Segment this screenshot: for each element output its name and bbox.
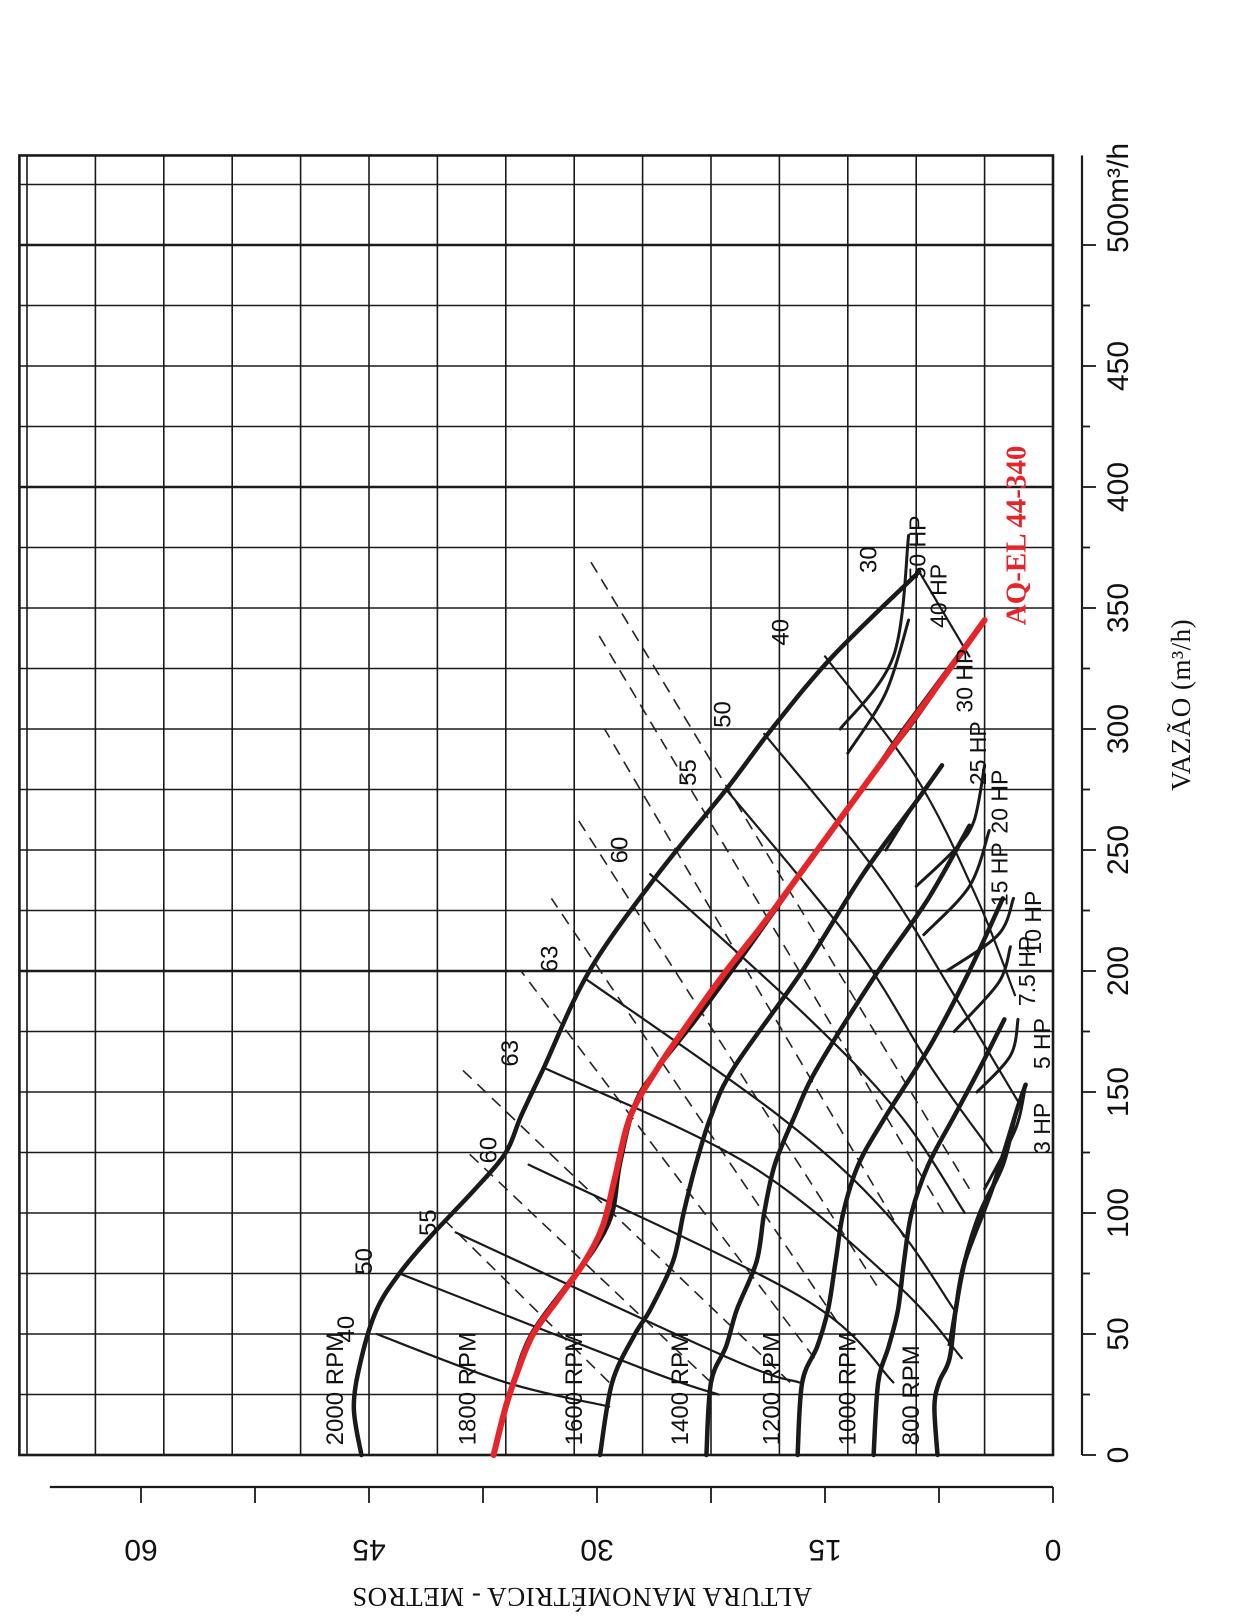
efficiency-label: 30 [856, 546, 883, 573]
best-efficiency-dashed-line [596, 631, 945, 1214]
head-axis-title: ALTURA MANOMÉTRICA - METROS [352, 1582, 812, 1612]
power-curve [952, 945, 1012, 1033]
flow-axis-title: VAZÃO (m³/h) [1166, 619, 1196, 791]
power-curve [838, 533, 911, 731]
rpm-label: 800 RPM [898, 1345, 925, 1445]
power-curve [945, 896, 1015, 973]
flow-tick-label: 350 [1102, 583, 1135, 633]
flow-tick-label: 400 [1102, 462, 1135, 512]
power-label: 50 HP [904, 516, 930, 580]
head-tick-label: 60 [124, 1533, 157, 1566]
efficiency-curve [649, 873, 966, 1215]
power-curve [975, 1017, 1020, 1094]
power-curve [983, 1083, 1028, 1191]
model-curve [490, 617, 988, 1458]
flow-tick-label: 150 [1102, 1067, 1135, 1117]
efficiency-label: 40 [333, 1316, 360, 1343]
efficiency-label: 63 [497, 1040, 524, 1067]
rpm-curve [871, 1017, 1007, 1458]
efficiency-label: 50 [351, 1248, 378, 1275]
rpm-label: 1400 RPM [667, 1332, 694, 1445]
flow-tick-label: 200 [1102, 946, 1135, 996]
rpm-curve [597, 763, 945, 1458]
power-curve [846, 618, 911, 755]
rpm-label: 1200 RPM [758, 1332, 785, 1445]
flow-tick-label: 300 [1102, 704, 1135, 754]
efficiency-curve [583, 977, 956, 1311]
rpm-label: 1800 RPM [454, 1332, 481, 1445]
flow-tick-label: 50 [1102, 1317, 1135, 1350]
rpm-curve [704, 823, 972, 1458]
efficiency-curve [527, 1163, 895, 1384]
rpm-label: 1600 RPM [561, 1332, 588, 1445]
efficiency-curve [918, 570, 971, 658]
flow-tick-label: 100 [1102, 1188, 1135, 1238]
axes: 050100150200250300350400450500m³/hVAZÃO … [49, 143, 1196, 1612]
power-label: 30 HP [951, 649, 977, 713]
model-curve-group [490, 617, 988, 1458]
efficiency-curve [542, 1066, 963, 1360]
rpm-curve [491, 617, 987, 1458]
efficiency-label: 63 [536, 946, 563, 973]
power-label: 40 HP [926, 564, 952, 628]
power-label: 3 HP [1029, 1103, 1055, 1154]
flow-tick-label: 450 [1102, 341, 1135, 391]
efficiency-curve [398, 1272, 720, 1396]
power-label: 20 HP [986, 770, 1012, 834]
best-efficiency-dashed-line [573, 813, 878, 1287]
chart-grid [18, 154, 1055, 1457]
power-label: 10 HP [1020, 891, 1046, 955]
best-efficiency-dashed-line [550, 897, 838, 1323]
rpm-curve [795, 896, 1006, 1458]
head-tick-label: 0 [1045, 1533, 1062, 1566]
efficiency-label: 55 [415, 1209, 442, 1236]
power-label: 25 HP [965, 721, 991, 785]
efficiency-curve [725, 788, 994, 1154]
best-efficiency-dashed-line [467, 1151, 712, 1383]
flow-axis-unit-label: 500m³/h [1102, 143, 1135, 253]
power-curves [838, 533, 1028, 1347]
efficiency-curves [375, 570, 1021, 1408]
efficiency-label: 55 [675, 759, 702, 786]
efficiency-curve [375, 1332, 611, 1408]
rpm-label: 1000 RPM [834, 1332, 861, 1445]
flow-tick-label: 250 [1102, 825, 1135, 875]
best-efficiency-dashed-line [459, 1067, 791, 1383]
head-tick-label: 45 [352, 1533, 385, 1566]
head-tick-label: 30 [580, 1533, 613, 1566]
rpm-label: 2000 RPM [322, 1332, 349, 1445]
best-efficiency-dashed-line [520, 970, 816, 1359]
power-label: 7.5 HP [1014, 936, 1040, 1006]
head-tick-label: 15 [808, 1533, 841, 1566]
plot-frame [18, 154, 1055, 1457]
efficiency-curve [454, 1231, 801, 1384]
flow-tick-label: 0 [1102, 1447, 1135, 1464]
rpm-curve [351, 569, 922, 1458]
best-efficiency-dashed-line [603, 728, 905, 1238]
power-curve [922, 829, 991, 937]
model-label: AQ-EL 44-340 [1001, 446, 1033, 626]
efficiency-label: 60 [606, 837, 633, 864]
best-efficiency-dashed-line [436, 1212, 610, 1383]
efficiency-label: 60 [476, 1137, 503, 1164]
efficiency-label: 40 [768, 619, 795, 646]
efficiency-label: 50 [710, 701, 737, 728]
power-label: 5 HP [1029, 1018, 1055, 1069]
rpm-curve [932, 1082, 1028, 1458]
power-label: 15 HP [986, 842, 1012, 906]
